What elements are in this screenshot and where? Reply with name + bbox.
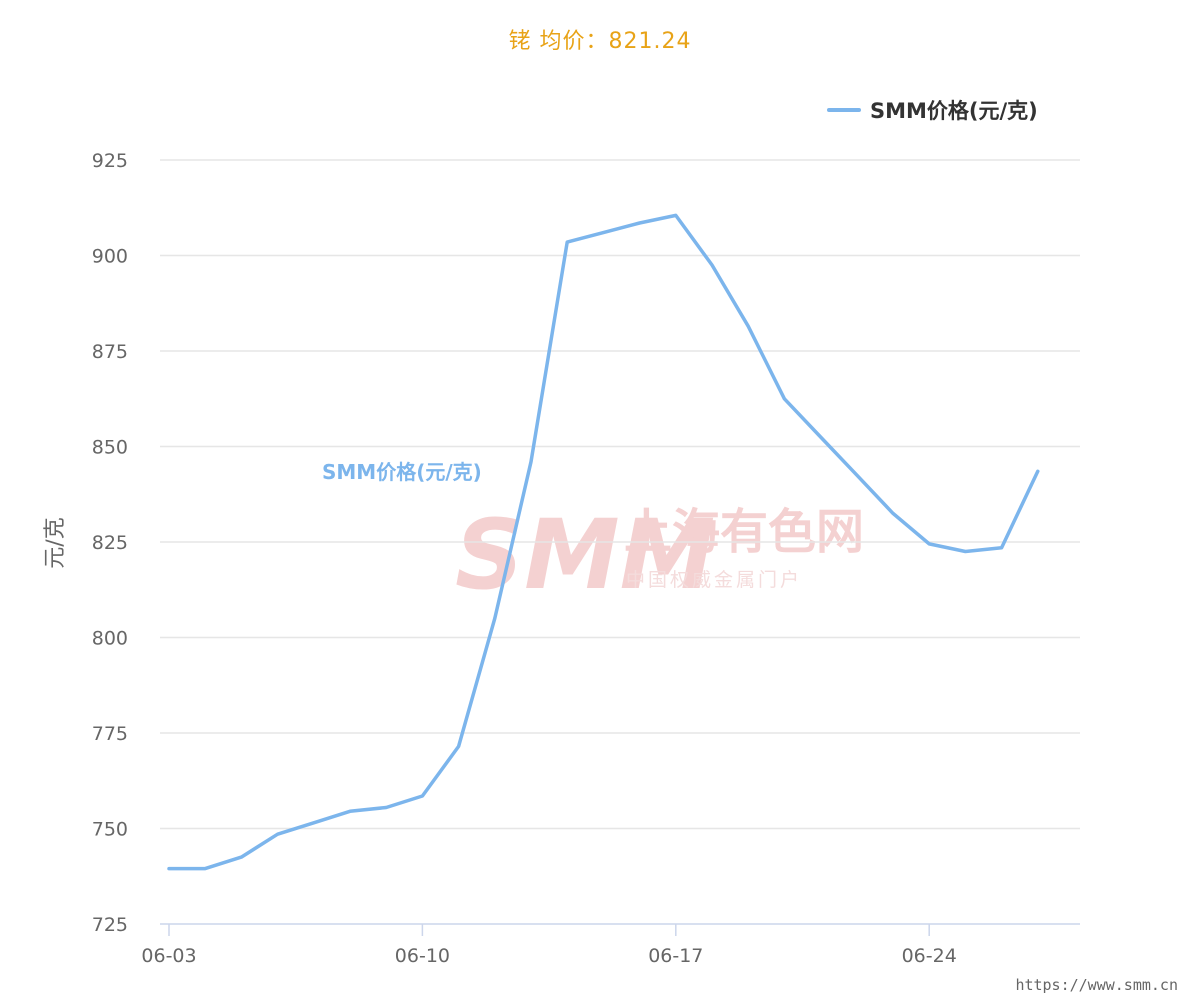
data-point[interactable] bbox=[344, 805, 356, 817]
y-tick-label: 775 bbox=[92, 723, 128, 745]
y-axis: 725 750 775 800 825 850 875 900 925 bbox=[92, 150, 128, 936]
data-point[interactable] bbox=[272, 828, 284, 840]
data-point[interactable] bbox=[416, 790, 428, 802]
data-point[interactable] bbox=[634, 217, 646, 229]
data-point[interactable] bbox=[851, 469, 863, 481]
data-point[interactable] bbox=[778, 393, 790, 405]
data-point[interactable] bbox=[453, 740, 465, 752]
data-point[interactable] bbox=[597, 227, 609, 239]
data-point[interactable] bbox=[670, 209, 682, 221]
series-line[interactable] bbox=[167, 213, 1040, 871]
data-point[interactable] bbox=[815, 431, 827, 443]
data-point[interactable] bbox=[561, 236, 573, 248]
data-point[interactable] bbox=[489, 612, 501, 624]
y-axis-label: 元/克 bbox=[43, 517, 68, 568]
y-tick-label: 825 bbox=[92, 532, 128, 554]
data-point[interactable] bbox=[706, 259, 718, 271]
source-url: https://www.smm.cn bbox=[1015, 976, 1178, 994]
data-point[interactable] bbox=[235, 851, 247, 863]
watermark-name: 上海有色网 bbox=[624, 504, 864, 560]
x-tick-label: 06-17 bbox=[648, 945, 703, 967]
data-point[interactable] bbox=[923, 538, 935, 550]
watermark-tagline: 中国权威金属门户 bbox=[626, 569, 802, 591]
data-point[interactable] bbox=[996, 542, 1008, 554]
data-point[interactable] bbox=[887, 507, 899, 519]
x-tick-label: 06-10 bbox=[395, 945, 450, 967]
y-tick-label: 800 bbox=[92, 628, 128, 650]
data-point[interactable] bbox=[163, 863, 175, 875]
chart-title: 铑 均价：821.24 bbox=[509, 29, 692, 54]
data-point[interactable] bbox=[380, 801, 392, 813]
data-point[interactable] bbox=[742, 320, 754, 332]
series-label: SMM价格(元/克) bbox=[322, 460, 482, 484]
x-axis: 06-03 06-10 06-17 06-24 bbox=[141, 924, 957, 967]
data-point[interactable] bbox=[959, 546, 971, 558]
y-tick-label: 875 bbox=[92, 341, 128, 363]
watermark-logo: SMM bbox=[455, 499, 715, 611]
y-tick-label: 725 bbox=[92, 914, 128, 936]
data-point[interactable] bbox=[308, 817, 320, 829]
data-point[interactable] bbox=[525, 456, 537, 468]
x-tick-label: 06-03 bbox=[141, 945, 196, 967]
data-point[interactable] bbox=[1032, 465, 1044, 477]
y-tick-label: 925 bbox=[92, 150, 128, 172]
y-tick-label: 850 bbox=[92, 437, 128, 459]
series-layer bbox=[163, 209, 1044, 875]
grid bbox=[160, 159, 1080, 925]
y-tick-label: 750 bbox=[92, 819, 128, 841]
legend-item[interactable]: SMM价格(元/克) bbox=[870, 99, 1038, 123]
data-point[interactable] bbox=[199, 863, 211, 875]
y-tick-label: 900 bbox=[92, 246, 128, 268]
watermark: SMM 上海有色网 中国权威金属门户 bbox=[455, 499, 864, 611]
legend[interactable]: SMM价格(元/克) bbox=[827, 99, 1038, 123]
x-tick-label: 06-24 bbox=[902, 945, 957, 967]
